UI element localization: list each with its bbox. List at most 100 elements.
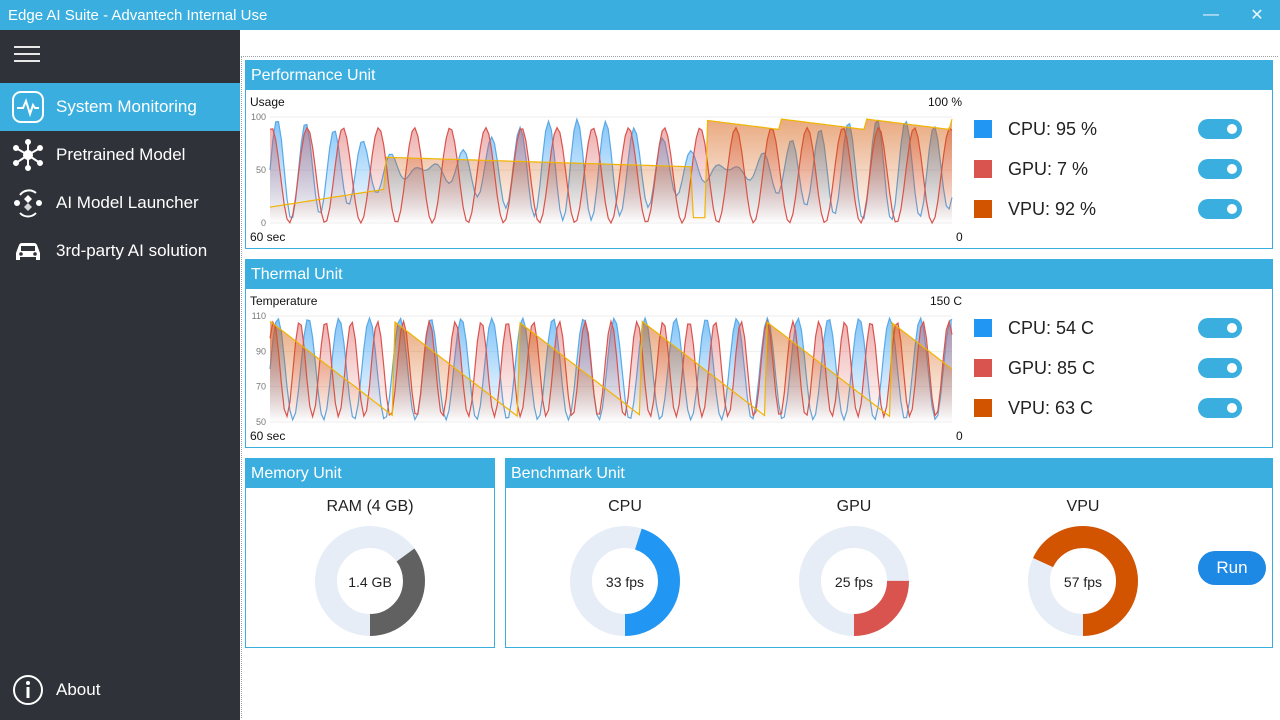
window-title: Edge AI Suite - Advantech Internal Use [8, 6, 268, 24]
sidebar: System Monitoring Pretrained Model AI Mo… [0, 30, 240, 720]
temperature-chart: Temperature 150 C 60 sec 0 110 90 70 50 [246, 289, 968, 447]
memory-panel: Memory Unit RAM (4 GB) 1.4 GB [245, 458, 495, 648]
tick-label: 100 [251, 112, 266, 122]
gauge-title: GPU [836, 498, 872, 515]
chart-ymax: 100 % [928, 95, 963, 109]
chart-ylabel: Usage [250, 95, 285, 109]
usage-chart-plot: 100 50 0 [251, 112, 953, 228]
cpu-fps-gauge: CPU 33 fps [569, 498, 681, 637]
sidebar-item-about[interactable]: About [0, 670, 240, 710]
gauge-title: CPU [608, 498, 642, 515]
chart-xstart: 60 sec [250, 429, 286, 443]
tick-label: 110 [252, 311, 266, 321]
launcher-icon [12, 187, 44, 219]
vpu-usage-area [270, 119, 952, 223]
vpu-usage-line [269, 118, 953, 219]
cpu-usage-toggle[interactable] [1198, 119, 1242, 139]
legend-vpu: VPU: 92 % [974, 196, 1242, 222]
chart-xend: 0 [956, 429, 963, 443]
vpu-temp-area [270, 321, 952, 422]
legend-label: VPU: 63 C [1008, 397, 1094, 418]
gpu-arc [799, 526, 909, 636]
legend-swatch [974, 359, 992, 377]
legend-label: CPU: 54 C [1008, 317, 1095, 338]
about-label: About [56, 680, 101, 699]
tick-label: 50 [256, 165, 266, 175]
gpu-temp-line [269, 318, 953, 420]
vpu-fps-gauge: VPU 57 fps [1027, 498, 1139, 637]
gpu-donut [799, 526, 909, 636]
panel-title: Benchmark Unit [506, 459, 1272, 488]
sidebar-item-label: 3rd-party AI solution [56, 241, 208, 260]
panel-title: Memory Unit [246, 459, 494, 488]
run-benchmark-button[interactable]: Run [1198, 551, 1266, 585]
ram-arc [315, 526, 425, 636]
panel-title: Performance Unit [246, 61, 1272, 90]
legend-gpu: GPU: 7 % [974, 156, 1242, 182]
legend-gpu: GPU: 85 C [974, 355, 1242, 381]
gpu-usage-toggle[interactable] [1198, 159, 1242, 179]
sidebar-item-label: AI Model Launcher [56, 193, 199, 212]
network-icon [12, 139, 44, 171]
close-button[interactable]: ✕ [1250, 7, 1264, 24]
legend-label: CPU: 95 % [1008, 118, 1098, 139]
thermal-panel: Thermal Unit Temperature 150 C 60 sec 0 … [245, 259, 1273, 448]
hamburger-menu-icon[interactable] [14, 44, 40, 64]
pulse-icon [12, 91, 44, 123]
chart-xstart: 60 sec [250, 230, 286, 244]
panel-title: Thermal Unit [246, 260, 1272, 289]
sidebar-item-3rd-party-ai[interactable]: 3rd-party AI solution [0, 227, 240, 275]
legend-vpu: VPU: 63 C [974, 395, 1242, 421]
vpu-usage-toggle[interactable] [1198, 199, 1242, 219]
gauge-value: 1.4 GB [348, 574, 392, 590]
benchmark-panel: Benchmark Unit CPU 33 fps GPU 25 fps VPU… [505, 458, 1273, 648]
main-content [241, 56, 1278, 718]
info-icon [12, 674, 44, 706]
legend-cpu: CPU: 95 % [974, 116, 1242, 142]
gauge-title: RAM (4 GB) [326, 498, 414, 515]
tick-label: 70 [256, 382, 266, 392]
gauge-value: 33 fps [605, 574, 645, 590]
vpu-arc [1028, 526, 1138, 636]
legend-swatch [974, 399, 992, 417]
gpu-temp-area [270, 321, 952, 422]
tick-label: 90 [256, 346, 266, 356]
gauge-value: 57 fps [1063, 574, 1103, 590]
ram-donut [315, 526, 425, 636]
sidebar-item-pretrained-model[interactable]: Pretrained Model [0, 131, 240, 179]
sidebar-item-label: Pretrained Model [56, 145, 186, 164]
chart-xend: 0 [956, 230, 963, 244]
legend-label: VPU: 92 % [1008, 198, 1097, 219]
car-icon [12, 235, 44, 267]
chart-ylabel: Temperature [250, 294, 318, 308]
usage-chart: Usage 100 % 60 sec 0 100 50 0 [246, 90, 968, 248]
temperature-chart-plot: 110 90 70 50 [252, 311, 953, 427]
cpu-arc [570, 526, 680, 636]
legend-swatch [974, 200, 992, 218]
legend-swatch [974, 120, 992, 138]
sidebar-item-label: System Monitoring [56, 97, 197, 116]
title-bar: Edge AI Suite - Advantech Internal Use —… [0, 0, 1280, 30]
cpu-donut [570, 526, 680, 636]
legend-swatch [974, 160, 992, 178]
legend-label: GPU: 7 % [1008, 158, 1089, 179]
gpu-temp-toggle[interactable] [1198, 358, 1242, 378]
performance-panel: Performance Unit Usage 100 % 60 sec 0 10… [245, 60, 1273, 249]
sidebar-item-system-monitoring[interactable]: System Monitoring [0, 83, 240, 131]
gauge-value: 25 fps [834, 574, 874, 590]
sidebar-item-ai-model-launcher[interactable]: AI Model Launcher [0, 179, 240, 227]
legend-cpu: CPU: 54 C [974, 315, 1242, 341]
cpu-temp-toggle[interactable] [1198, 318, 1242, 338]
minimize-button[interactable]: — [1203, 6, 1219, 23]
vpu-temp-line [269, 320, 953, 418]
tick-label: 0 [261, 218, 266, 228]
vpu-donut [1028, 526, 1138, 636]
tick-label: 50 [256, 417, 266, 427]
ram-gauge: RAM (4 GB) 1.4 GB [314, 498, 426, 637]
chart-ymax: 150 C [930, 294, 963, 308]
legend-swatch [974, 319, 992, 337]
gauge-title: VPU [1066, 498, 1100, 515]
gpu-fps-gauge: GPU 25 fps [798, 498, 910, 637]
legend-label: GPU: 85 C [1008, 357, 1096, 378]
vpu-temp-toggle[interactable] [1198, 398, 1242, 418]
